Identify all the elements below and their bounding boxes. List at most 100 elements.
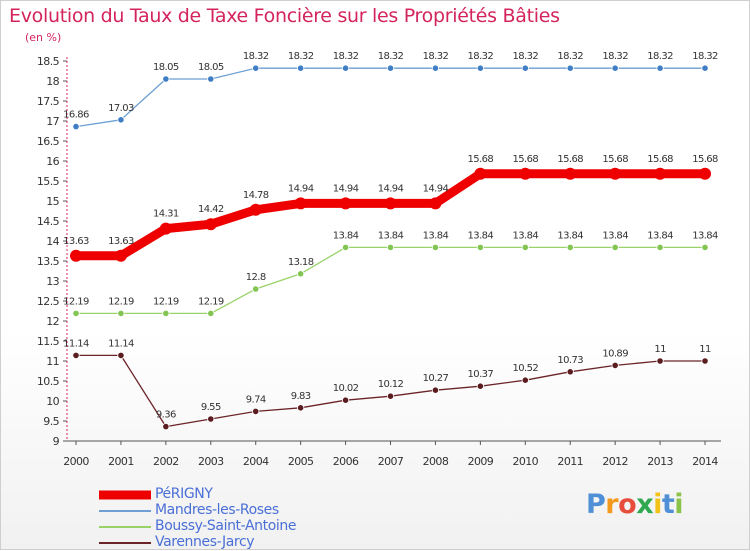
data-label: 9.55: [201, 402, 221, 413]
data-label: 18.32: [647, 51, 673, 62]
data-point: [207, 309, 215, 317]
legend-swatch: [99, 510, 151, 512]
data-point: [252, 285, 260, 293]
data-point: [431, 64, 440, 72]
x-tick-label: 2007: [378, 455, 404, 468]
data-label: 10.27: [423, 373, 449, 384]
data-label: 13.84: [512, 230, 538, 241]
data-label: 12.19: [198, 296, 224, 307]
data-label: 10.37: [468, 369, 494, 380]
data-label: 16.86: [63, 110, 89, 121]
y-tick-label: 17.5: [37, 95, 60, 108]
data-point: [566, 64, 574, 72]
data-point: [297, 270, 305, 278]
y-tick-label: 15.5: [37, 175, 60, 188]
data-label: 15.68: [647, 154, 673, 165]
data-point: [476, 382, 484, 390]
data-point: [294, 197, 307, 210]
y-tick-label: 18.5: [37, 55, 60, 68]
data-point: [117, 309, 125, 317]
y-tick-label: 11: [46, 355, 59, 368]
data-label: 13.84: [647, 230, 673, 241]
data-point: [701, 64, 709, 72]
data-point: [207, 415, 215, 423]
data-label: 18.32: [468, 51, 494, 62]
data-point: [162, 309, 170, 317]
data-point: [521, 376, 529, 384]
y-tick-label: 10: [46, 395, 59, 408]
logo-letter: i: [653, 489, 662, 520]
data-label: 11: [699, 344, 711, 355]
data-point: [656, 243, 664, 251]
data-label: 13.63: [63, 236, 89, 247]
x-tick-label: 2014: [692, 455, 718, 468]
data-label: 15.68: [512, 154, 538, 165]
legend-label: Boussy-Saint-Antoine: [155, 518, 297, 534]
data-point: [72, 309, 80, 317]
data-label: 17.03: [108, 103, 134, 114]
data-point: [297, 64, 305, 72]
data-point: [341, 396, 350, 404]
logo-letter: P: [586, 489, 606, 520]
data-label: 18.32: [512, 51, 538, 62]
data-point: [431, 386, 440, 394]
data-point: [159, 222, 172, 235]
data-label: 18.05: [198, 62, 224, 73]
data-label: 14.94: [288, 183, 314, 194]
data-point: [341, 64, 350, 72]
data-label: 18.32: [288, 51, 314, 62]
data-label: 12.19: [63, 296, 89, 307]
series-boussy-saint-antoine: 12.19 12.19 12.19 12.19 12.8 13.18 13.84 13.84 1…: [63, 230, 719, 317]
data-point: [384, 197, 397, 210]
data-point: [431, 243, 440, 251]
data-label: 18.32: [423, 51, 449, 62]
data-label: 11: [654, 344, 666, 355]
legend-swatch: [99, 526, 151, 528]
data-label: 10.89: [602, 348, 628, 359]
x-tick-label: 2000: [63, 455, 89, 468]
y-tick-label: 11.5: [37, 335, 60, 348]
data-label: 13.84: [602, 230, 628, 241]
data-label: 13.84: [557, 230, 583, 241]
y-tick-label: 12.5: [37, 295, 60, 308]
data-label: 10.02: [333, 383, 359, 394]
data-point: [474, 167, 487, 180]
data-label: 9.36: [156, 410, 176, 421]
y-tick-label: 9: [53, 435, 60, 448]
y-tick-label: 15: [46, 195, 59, 208]
data-label: 18.32: [243, 51, 269, 62]
data-point: [386, 243, 395, 251]
data-label: 12.8: [246, 272, 266, 283]
data-point: [519, 167, 532, 180]
series-varennes-jarcy: 11.14 11.14 9.36 9.55 9.74 9.83 10.02 10.12 10.2…: [63, 338, 712, 431]
y-tick-label: 18: [46, 75, 59, 88]
x-tick-label: 2013: [647, 455, 673, 468]
data-point: [297, 404, 305, 412]
data-label: 10.73: [557, 355, 583, 366]
data-point: [252, 64, 260, 72]
data-label: 15.68: [602, 154, 628, 165]
data-point: [386, 392, 395, 400]
data-label: 15.68: [692, 154, 718, 165]
data-label: 18.32: [333, 51, 359, 62]
data-label: 13.63: [108, 236, 134, 247]
data-label: 12.19: [153, 296, 179, 307]
chart-title: Evolution du Taux de Taxe Foncière sur l…: [9, 5, 560, 27]
series-p-rigny: 13.63 13.63 14.31 14.42 14.78 14.94 14.94 14.94…: [63, 154, 719, 262]
x-tick-label: 2005: [288, 455, 314, 468]
data-point: [521, 243, 529, 251]
x-tick-label: 2012: [602, 455, 628, 468]
x-tick-label: 2009: [468, 455, 494, 468]
proxiti-logo: Proxiti: [586, 489, 684, 520]
data-point: [429, 197, 442, 210]
data-point: [207, 75, 215, 83]
data-label: 15.68: [557, 154, 583, 165]
data-label: 14.78: [243, 190, 269, 201]
data-point: [656, 357, 664, 365]
data-label: 18.32: [557, 51, 583, 62]
data-label: 13.84: [333, 230, 359, 241]
data-label: 14.94: [378, 183, 404, 194]
y-tick-label: 17: [46, 115, 59, 128]
data-point: [566, 243, 574, 251]
